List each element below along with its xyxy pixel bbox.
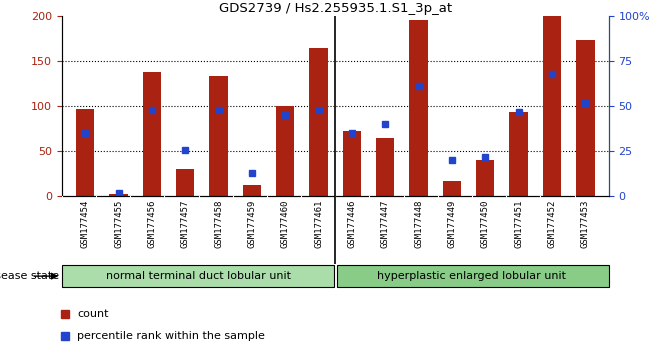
Bar <box>576 40 594 196</box>
Bar <box>309 47 327 196</box>
Bar <box>376 138 395 196</box>
Bar <box>343 131 361 196</box>
Bar <box>476 160 495 196</box>
Text: disease state: disease state <box>0 271 59 281</box>
Text: GSM177449: GSM177449 <box>447 199 456 247</box>
Text: GSM177455: GSM177455 <box>114 199 123 247</box>
Bar <box>76 109 94 196</box>
Bar <box>109 194 128 196</box>
Bar <box>276 106 294 196</box>
Text: GSM177451: GSM177451 <box>514 199 523 247</box>
Text: GSM177450: GSM177450 <box>481 199 490 247</box>
Title: GDS2739 / Hs2.255935.1.S1_3p_at: GDS2739 / Hs2.255935.1.S1_3p_at <box>219 2 452 15</box>
Text: GSM177454: GSM177454 <box>81 199 90 247</box>
Bar <box>176 169 195 196</box>
Text: GSM177461: GSM177461 <box>314 199 323 247</box>
Text: normal terminal duct lobular unit: normal terminal duct lobular unit <box>106 271 291 281</box>
Text: percentile rank within the sample: percentile rank within the sample <box>77 331 265 341</box>
Bar <box>337 265 609 287</box>
Text: GSM177456: GSM177456 <box>147 199 156 247</box>
Bar <box>443 181 461 196</box>
Bar <box>143 72 161 196</box>
Bar <box>210 76 228 196</box>
Bar <box>543 16 561 196</box>
Text: GSM177447: GSM177447 <box>381 199 390 247</box>
Bar <box>409 21 428 196</box>
Bar <box>510 112 528 196</box>
Text: count: count <box>77 309 108 319</box>
Text: GSM177446: GSM177446 <box>348 199 357 247</box>
Text: GSM177448: GSM177448 <box>414 199 423 247</box>
Text: GSM177453: GSM177453 <box>581 199 590 247</box>
Text: GSM177460: GSM177460 <box>281 199 290 247</box>
Text: GSM177459: GSM177459 <box>247 199 256 247</box>
Bar <box>243 185 261 196</box>
Bar <box>62 265 333 287</box>
Text: hyperplastic enlarged lobular unit: hyperplastic enlarged lobular unit <box>378 271 566 281</box>
Text: GSM177452: GSM177452 <box>547 199 557 247</box>
Text: GSM177458: GSM177458 <box>214 199 223 247</box>
Text: GSM177457: GSM177457 <box>181 199 189 247</box>
